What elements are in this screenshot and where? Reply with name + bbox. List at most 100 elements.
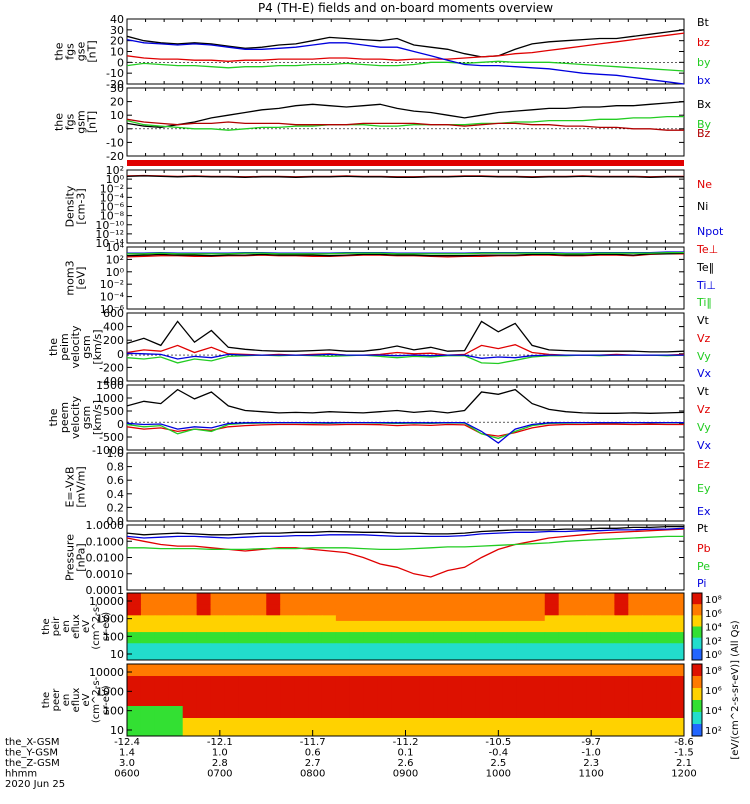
spectrogram-cell (321, 670, 337, 677)
spectrogram-cell (280, 706, 295, 713)
spectrogram-cell (238, 598, 253, 605)
spectrogram-cell (377, 609, 393, 616)
spectrogram-cell (266, 664, 281, 671)
spectrogram-cell (294, 694, 309, 701)
y-tick-label: 0.6 (107, 474, 125, 487)
spectrogram-cell (475, 620, 490, 627)
series-line-by (126, 60, 685, 72)
spectrogram-cell (670, 643, 685, 650)
spectrogram-cell (252, 718, 267, 725)
spectrogram-cell (475, 648, 490, 655)
spectrogram-cell (544, 700, 560, 707)
spectrogram-cell (140, 626, 156, 633)
spectrogram-cell (572, 615, 588, 622)
spectrogram-cell (321, 637, 337, 644)
spectrogram-cell (182, 620, 198, 627)
y-axis-label-line: peir (51, 616, 62, 636)
spectrogram-cell (210, 694, 225, 701)
spectrogram-cell (530, 626, 546, 633)
spectrogram-cell (140, 700, 156, 707)
spectrogram-cell (294, 609, 309, 616)
spectrogram-cell (308, 664, 323, 671)
spectrogram-cell (377, 648, 393, 655)
spectrogram-cell (294, 620, 309, 627)
spectrogram-cell (308, 632, 323, 639)
spectrogram-cell (586, 730, 601, 737)
spectrogram-cell (363, 700, 379, 707)
series-line-Bz (126, 118, 684, 131)
y-tick-label: 10⁻¹² (95, 228, 124, 241)
spectrogram-cell (294, 730, 309, 737)
spectrogram-cell (196, 620, 212, 627)
spectrogram-cell (558, 654, 574, 661)
spectrogram-cell (530, 724, 546, 731)
spectrogram-cell (516, 730, 532, 737)
spectrogram-cell (154, 620, 170, 627)
spectrogram-cell (586, 648, 601, 655)
spectrogram-cell (154, 724, 170, 731)
spectrogram-cell (266, 626, 281, 633)
spectrogram-cell (642, 718, 657, 725)
spectrogram-cell (656, 670, 671, 677)
colorbar-frame (691, 663, 703, 737)
spectrogram-cell (224, 706, 239, 713)
y-tick-label: 10² (106, 164, 124, 177)
spectrogram-cell (127, 654, 142, 661)
spectrogram-cell (252, 620, 267, 627)
spectrogram-cell (294, 676, 309, 683)
spectrogram-cell (461, 593, 476, 600)
spectrogram-cell (154, 643, 170, 650)
spectrogram-cell (419, 593, 434, 600)
spectrogram-cell (405, 654, 420, 661)
y-axis-label-line: peim (58, 333, 71, 361)
spectrogram-cell (572, 609, 588, 616)
y-axis-label-line: Density (64, 185, 77, 227)
spectrogram-cell (642, 682, 657, 689)
spectrogram-cell (461, 615, 476, 622)
spectrogram-cell (656, 620, 671, 627)
spectrogram-cell (210, 664, 225, 671)
spectrogram-cell (252, 712, 267, 719)
spectrogram-cell (196, 648, 212, 655)
spectrogram-cell (154, 730, 170, 737)
spectrogram-cell (600, 682, 615, 689)
spectrogram-cell (168, 609, 184, 616)
spectrogram-cell (280, 654, 295, 661)
spectrogram-cell (349, 609, 365, 616)
spectrogram-cell (182, 694, 198, 701)
spectrogram-cell (196, 670, 212, 677)
spectrogram-cell (196, 688, 212, 695)
spectrogram-cell (266, 688, 281, 695)
spectrogram-cell (461, 706, 476, 713)
spectrogram-cell (127, 593, 142, 600)
spectrogram-cell (433, 664, 448, 671)
spectrogram-cell (182, 609, 198, 616)
spectrogram-cell (475, 718, 490, 725)
spectrogram-cell (600, 688, 615, 695)
spectrogram-cell (391, 598, 406, 605)
spectrogram-cell (419, 700, 434, 707)
y-tick-label: 10⁴ (106, 241, 125, 254)
spectrogram-cell (642, 643, 657, 650)
spectrogram-cell (405, 648, 420, 655)
panel-frame-peem_velocity (126, 384, 685, 451)
spectrogram-cell (642, 632, 657, 639)
y-axis-label-line: mom3 (64, 260, 77, 295)
spectrogram-cell (140, 664, 156, 671)
spectrogram-cell (642, 724, 657, 731)
spectrogram-cell (656, 643, 671, 650)
spectrogram-cell (642, 626, 657, 633)
spectrogram-cell (572, 654, 588, 661)
spectrogram-cell (127, 648, 142, 655)
legend-Ni: Ni (697, 200, 708, 213)
spectrogram-cell (127, 620, 142, 627)
series-line-Bx (126, 100, 685, 129)
spectrogram-cell (670, 676, 685, 683)
spectrogram-cell (614, 718, 629, 725)
spectrogram-cell (210, 593, 225, 600)
spectrogram-cell (266, 700, 281, 707)
x-axis-value: -12.4 (114, 737, 140, 748)
spectrogram-cell (489, 626, 504, 633)
spectrogram-cell (127, 682, 142, 689)
